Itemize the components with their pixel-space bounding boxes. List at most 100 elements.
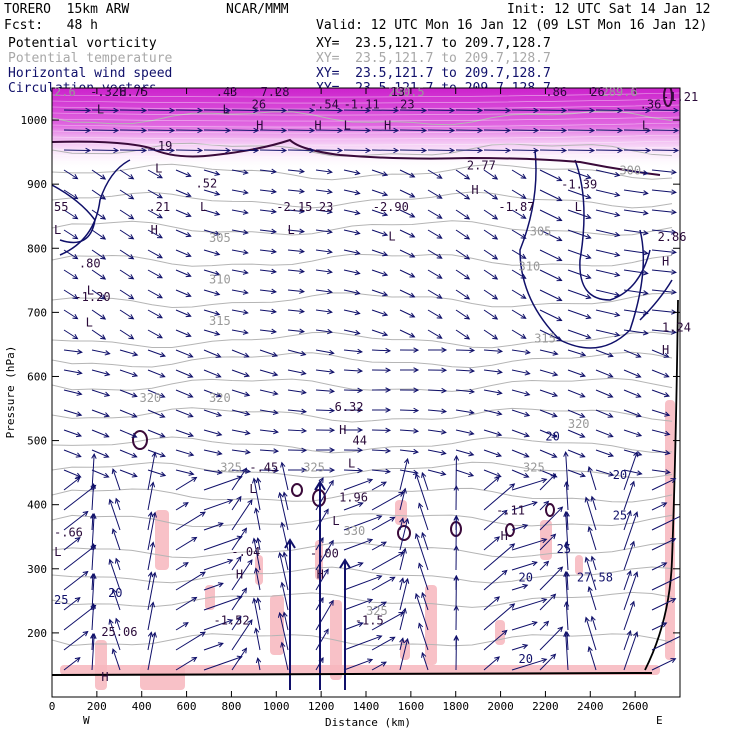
circulation-vector	[287, 268, 306, 274]
circulation-vector	[175, 289, 192, 298]
circulation-vector	[91, 289, 107, 300]
circulation-vector	[91, 409, 110, 418]
circulation-vector	[539, 147, 568, 154]
pv-extremum-label: L	[222, 103, 229, 117]
circulation-vector	[421, 651, 429, 671]
circulation-vector	[343, 189, 361, 196]
pv-extremum-label: L	[200, 200, 207, 214]
circulation-vector	[343, 514, 383, 531]
circulation-vector	[231, 107, 260, 114]
y-tick-label: 600	[27, 370, 47, 383]
circulation-vector	[287, 248, 306, 254]
pv-extremum-label: .19	[151, 139, 173, 153]
circulation-vector	[343, 478, 374, 491]
circulation-vector	[119, 389, 138, 398]
circulation-vector	[595, 269, 621, 278]
circulation-vector	[623, 189, 649, 196]
circulation-vector	[203, 169, 221, 176]
circulation-vector	[399, 269, 416, 278]
circulation-vector	[111, 648, 121, 671]
circulation-vector	[623, 409, 642, 418]
circulation-vector	[651, 658, 677, 671]
circulation-vector	[343, 574, 383, 591]
theta-contour	[52, 591, 673, 608]
circulation-vector	[119, 107, 148, 114]
circulation-vector	[651, 127, 680, 134]
circulation-vector	[455, 329, 471, 340]
pv-extremum-label: 26	[590, 85, 604, 99]
circulation-vector	[231, 229, 249, 235]
circulation-vector	[590, 495, 597, 511]
circulation-vector	[651, 309, 677, 315]
circulation-vector	[651, 329, 677, 335]
circulation-vector	[147, 541, 156, 571]
circulation-vector	[203, 558, 234, 571]
circulation-vector	[231, 587, 247, 611]
circulation-vector	[147, 409, 166, 418]
circulation-vector	[399, 249, 416, 258]
circulation-vector	[417, 622, 429, 651]
circulation-vector	[455, 289, 471, 300]
circulation-vector	[453, 484, 459, 511]
circulation-vector	[595, 369, 614, 378]
pv-extremum-label: 6.75	[119, 85, 148, 99]
circulation-vector	[203, 147, 232, 154]
circulation-vector	[483, 543, 516, 571]
circulation-vector	[175, 249, 192, 258]
circulation-vector	[563, 630, 569, 671]
circulation-vector	[282, 611, 289, 631]
circulation-vector	[399, 637, 410, 671]
circulation-vector	[315, 188, 333, 195]
circulation-vector	[567, 449, 586, 458]
circulation-vector	[111, 528, 121, 551]
circulation-vector	[119, 189, 135, 200]
circulation-vector	[315, 467, 336, 473]
circulation-vector	[651, 502, 668, 511]
circulation-vector	[315, 248, 333, 255]
pv-extremum-label: -.54	[310, 98, 339, 112]
y-tick-label: 1000	[21, 114, 48, 127]
circulation-vector	[287, 188, 306, 194]
circulation-vector	[231, 389, 251, 397]
y-tick-label: 700	[27, 306, 47, 319]
circulation-vector	[343, 127, 372, 134]
circulation-vector	[511, 289, 527, 299]
circulation-vector	[203, 349, 222, 358]
jet-streak-line	[52, 122, 680, 128]
circulation-vector	[175, 536, 198, 551]
circulation-vector	[203, 429, 223, 437]
circulation-vector	[90, 482, 97, 511]
circulation-vector	[175, 502, 189, 511]
circulation-vector	[287, 428, 308, 434]
circulation-vector	[231, 409, 251, 417]
circulation-vector	[175, 127, 204, 134]
pv-extremum-label: 13	[391, 85, 405, 99]
circulation-vector	[651, 269, 677, 275]
circulation-vector	[63, 409, 83, 417]
circulation-vector	[91, 269, 107, 280]
circulation-vector	[259, 288, 277, 295]
circulation-vector	[539, 349, 559, 356]
pv-positive-shade	[495, 620, 505, 645]
circulation-vector	[623, 480, 635, 511]
circulation-vector	[119, 329, 135, 340]
circulation-vector	[90, 602, 97, 631]
circulation-vector	[623, 329, 649, 336]
pv-extremum-label: 25.06	[101, 625, 137, 639]
circulation-vector	[287, 168, 306, 174]
circulation-vector	[427, 408, 448, 414]
circulation-vector	[63, 349, 83, 355]
pv-contour	[397, 525, 411, 541]
circulation-vector	[427, 127, 456, 134]
circulation-vector	[287, 288, 306, 294]
circulation-vector	[231, 249, 249, 255]
circulation-vector	[483, 127, 512, 134]
pv-extremum-label: H	[339, 423, 346, 437]
wind-speed-label: 20	[108, 586, 122, 600]
pv-extremum-label: H	[501, 529, 508, 543]
circulation-vector	[91, 209, 107, 220]
circulation-vector	[371, 127, 400, 134]
circulation-vector	[147, 369, 166, 378]
circulation-vector	[511, 583, 529, 591]
circulation-vector	[427, 229, 443, 239]
